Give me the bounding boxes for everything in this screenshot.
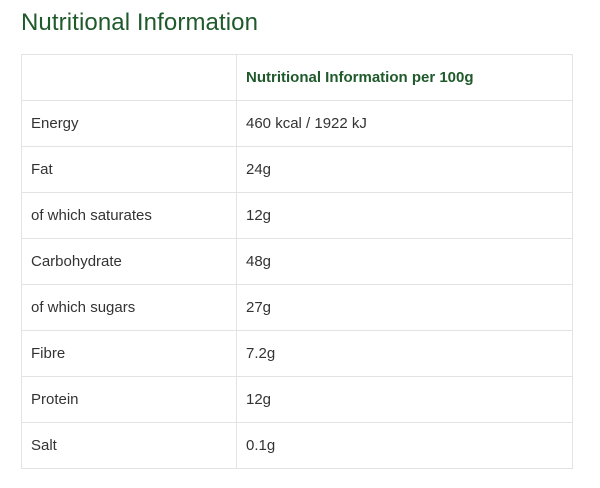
table-row: Fat 24g	[21, 146, 573, 193]
nutrient-value: 48g	[236, 238, 573, 285]
nutrition-table: Nutritional Information per 100g Energy …	[21, 54, 573, 469]
table-row: of which sugars 27g	[21, 284, 573, 331]
nutrient-label: Salt	[21, 422, 237, 469]
header-cell-empty	[21, 54, 237, 101]
nutrient-label: of which sugars	[21, 284, 237, 331]
nutrient-label: Energy	[21, 100, 237, 147]
nutrient-value: 27g	[236, 284, 573, 331]
page-title: Nutritional Information	[21, 9, 259, 36]
table-header-row: Nutritional Information per 100g	[21, 54, 573, 101]
nutrient-label: of which saturates	[21, 192, 237, 239]
table-row: Carbohydrate 48g	[21, 238, 573, 285]
table-row: Fibre 7.2g	[21, 330, 573, 377]
table-row: Protein 12g	[21, 376, 573, 423]
nutrient-label: Carbohydrate	[21, 238, 237, 285]
nutrient-value: 12g	[236, 376, 573, 423]
nutrient-label: Fat	[21, 146, 237, 193]
nutrient-label: Fibre	[21, 330, 237, 377]
table-row: Energy 460 kcal / 1922 kJ	[21, 100, 573, 147]
table-row: Salt 0.1g	[21, 422, 573, 469]
header-cell-per-100g: Nutritional Information per 100g	[236, 54, 573, 101]
nutrient-value: 24g	[236, 146, 573, 193]
nutrient-value: 0.1g	[236, 422, 573, 469]
nutrient-value: 7.2g	[236, 330, 573, 377]
table-row: of which saturates 12g	[21, 192, 573, 239]
nutrient-value: 460 kcal / 1922 kJ	[236, 100, 573, 147]
nutrient-value: 12g	[236, 192, 573, 239]
nutrient-label: Protein	[21, 376, 237, 423]
